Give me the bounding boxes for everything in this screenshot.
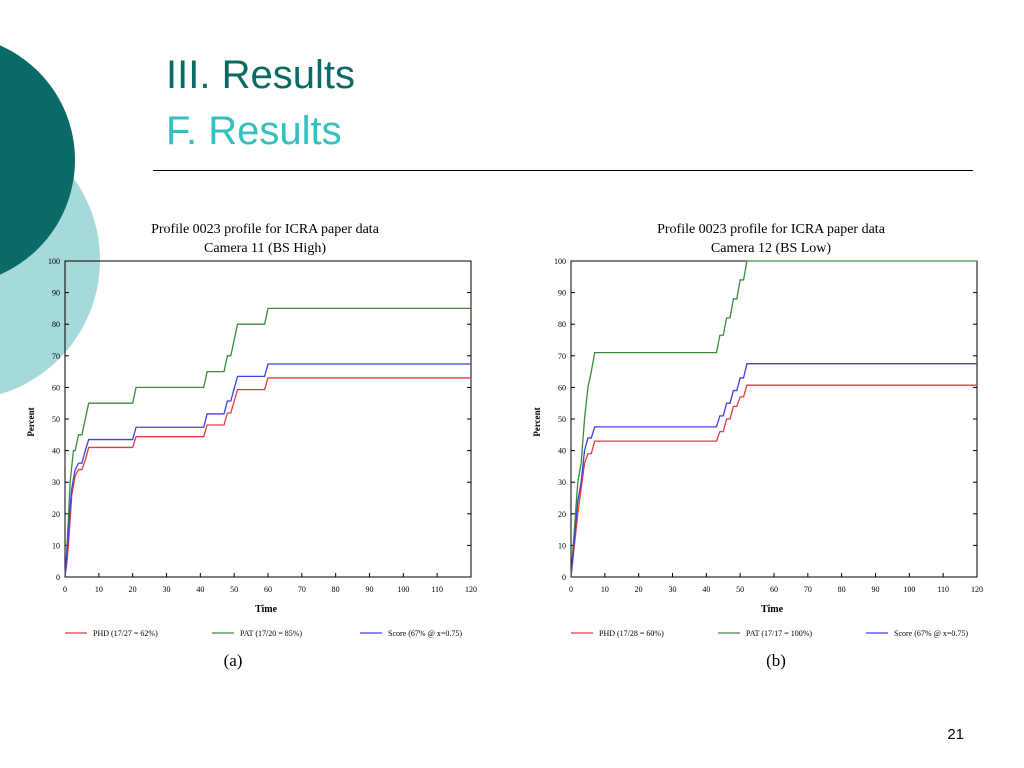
y-tick-label: 10 — [558, 541, 566, 550]
series-line-0 — [570, 384, 977, 578]
x-tick-label: 120 — [465, 585, 477, 594]
y-tick-label: 90 — [52, 289, 60, 298]
title-divider — [153, 170, 973, 171]
series-line-0 — [64, 377, 471, 578]
y-tick-label: 0 — [562, 573, 566, 582]
legend: PHD (17/28 = 60%) PAT (17/17 = 100%) Score… — [571, 629, 968, 638]
y-tick-label: 50 — [558, 415, 566, 424]
x-tick-label: 50 — [230, 585, 238, 594]
y-tick-label: 70 — [52, 352, 60, 361]
x-tick-label: 0 — [63, 585, 67, 594]
chart-camera-12: Profile 0023 profile for ICRA paper data… — [532, 222, 983, 670]
y-axis-label: Percent — [26, 407, 36, 436]
slide-decoration — [0, 45, 100, 395]
x-tick-label: 30 — [669, 585, 677, 594]
y-tick-label: 80 — [558, 320, 566, 329]
x-tick-label: 0 — [569, 585, 573, 594]
legend-label: PAT (17/17 = 100%) — [746, 629, 812, 638]
series-line-2 — [570, 363, 977, 578]
x-axis-label: Time — [761, 604, 784, 615]
chart-subtitle: Camera 11 (BS High) — [204, 241, 326, 256]
y-tick-label: 70 — [558, 352, 566, 361]
chart-subtitle: Camera 12 (BS Low) — [711, 241, 831, 256]
x-tick-label: 40 — [196, 585, 204, 594]
plot-area: 0 10 20 30 40 50 60 70 80 90 100 0 10 20 30 40 50 60 70 80 9… — [554, 257, 983, 594]
x-tick-label: 110 — [431, 585, 443, 594]
x-tick-label: 90 — [872, 585, 880, 594]
y-axis-label: Percent — [532, 407, 542, 436]
x-tick-label: 80 — [332, 585, 340, 594]
y-tick-label: 90 — [558, 289, 566, 298]
chart-title: Profile 0023 profile for ICRA paper data — [151, 222, 380, 237]
x-tick-label: 100 — [903, 585, 915, 594]
figure-caption: (b) — [766, 651, 786, 670]
x-tick-label: 110 — [937, 585, 949, 594]
legend-label: PAT (17/20 = 85%) — [240, 629, 302, 638]
chart-camera-11: Profile 0023 profile for ICRA paper data… — [26, 222, 477, 670]
y-tick-label: 80 — [52, 320, 60, 329]
legend-label: Score (67% @ x=0.75) — [894, 629, 968, 638]
y-tick-label: 30 — [558, 478, 566, 487]
legend-label: PHD (17/28 = 60%) — [599, 629, 664, 638]
x-tick-label: 60 — [264, 585, 272, 594]
series-line-1 — [570, 260, 977, 578]
y-tick-label: 100 — [554, 257, 566, 266]
decor-circle-dark — [0, 45, 75, 275]
x-tick-label: 20 — [129, 585, 137, 594]
y-tick-label: 20 — [558, 510, 566, 519]
x-tick-label: 70 — [804, 585, 812, 594]
slide-subtitle: F. Results — [166, 109, 342, 153]
y-tick-label: 60 — [52, 383, 60, 392]
x-tick-label: 60 — [770, 585, 778, 594]
y-tick-label: 100 — [48, 257, 60, 266]
x-tick-label: 10 — [601, 585, 609, 594]
x-tick-label: 50 — [736, 585, 744, 594]
x-tick-label: 70 — [298, 585, 306, 594]
series-line-1 — [64, 307, 471, 578]
legend: PHD (17/27 = 62%) PAT (17/20 = 85%) Score … — [65, 629, 462, 638]
series-line-2 — [64, 363, 471, 578]
x-axis-label: Time — [255, 604, 278, 615]
legend-label: Score (67% @ x=0.75) — [388, 629, 462, 638]
y-tick-label: 40 — [558, 447, 566, 456]
chart-title: Profile 0023 profile for ICRA paper data — [657, 222, 886, 237]
y-tick-label: 60 — [558, 383, 566, 392]
x-tick-label: 80 — [838, 585, 846, 594]
y-tick-label: 10 — [52, 541, 60, 550]
x-tick-label: 30 — [163, 585, 171, 594]
x-tick-label: 20 — [635, 585, 643, 594]
x-tick-label: 100 — [397, 585, 409, 594]
figure-caption: (a) — [224, 651, 243, 670]
page-number: 21 — [947, 726, 964, 743]
y-tick-label: 30 — [52, 478, 60, 487]
plot-area: 0 10 20 30 40 50 60 70 80 90 100 0 10 20 30 40 50 60 70 80 9… — [48, 257, 477, 594]
x-tick-label: 40 — [702, 585, 710, 594]
x-tick-label: 90 — [366, 585, 374, 594]
x-tick-label: 10 — [95, 585, 103, 594]
y-tick-label: 0 — [56, 573, 60, 582]
y-tick-label: 40 — [52, 447, 60, 456]
plot-frame — [570, 260, 978, 578]
slide-title: III. Results — [166, 53, 355, 97]
y-tick-label: 20 — [52, 510, 60, 519]
legend-label: PHD (17/27 = 62%) — [93, 629, 158, 638]
y-tick-label: 50 — [52, 415, 60, 424]
x-tick-label: 120 — [971, 585, 983, 594]
